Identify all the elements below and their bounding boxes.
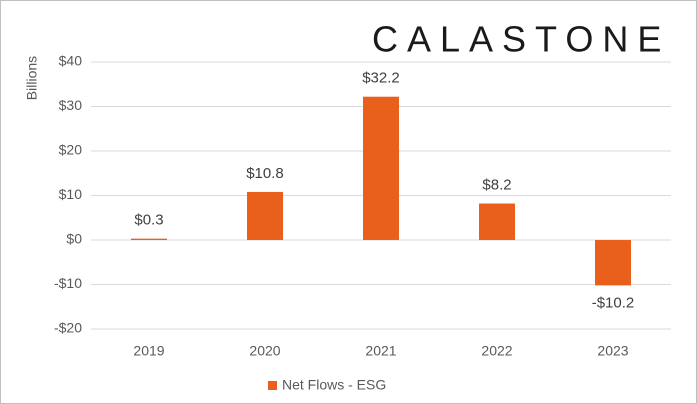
data-label: $10.8 [246,165,284,182]
x-tick-label: 2019 [133,343,164,359]
y-axis-label: Billions [24,56,40,100]
bar [131,238,167,240]
bar [595,240,631,286]
y-tick-label: -$20 [54,320,82,336]
x-tick-label: 2020 [249,343,280,359]
bar [247,191,283,240]
x-tick-label: 2022 [481,343,512,359]
x-tick-label: 2021 [365,343,396,359]
bar [479,203,515,240]
data-label: $8.2 [482,176,511,193]
y-tick-label: $0 [66,231,82,247]
y-tick-label: $20 [59,142,83,158]
bar [363,96,399,241]
x-tick-label: 2023 [597,343,628,359]
y-tick-label: $40 [59,53,83,69]
data-label: -$10.2 [592,294,635,311]
y-tick-label: $10 [59,186,83,202]
legend-label: Net Flows - ESG [282,377,386,393]
y-tick-label: $30 [59,97,83,113]
data-label: $32.2 [362,70,400,87]
legend-swatch [268,381,277,390]
y-tick-label: -$10 [54,275,82,291]
data-label: $0.3 [134,212,163,229]
logo: CALASTONE [372,19,670,60]
